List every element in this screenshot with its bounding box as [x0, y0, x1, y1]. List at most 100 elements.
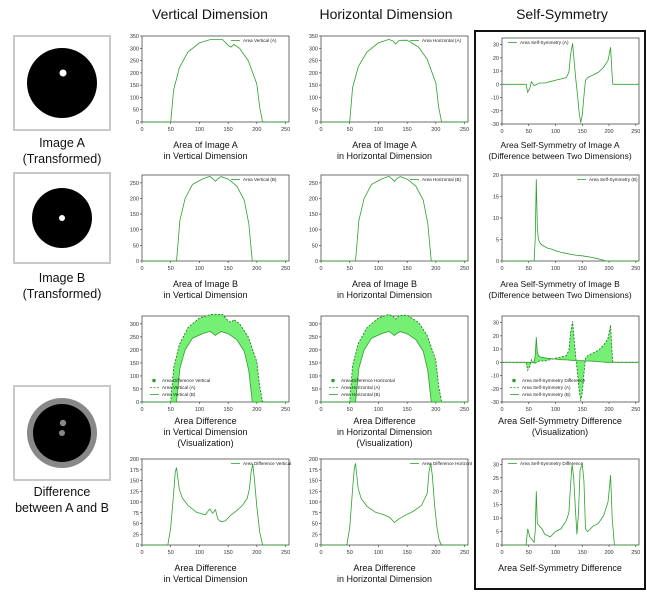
- y-tick-label: 10: [493, 216, 499, 222]
- column-header-horizontal: Horizontal Dimension: [319, 6, 453, 22]
- legend-label: Area Self-Symmetry (B): [589, 177, 638, 182]
- x-tick-label: 150: [224, 550, 233, 556]
- legend-marker: [512, 378, 516, 383]
- caption-r1h: Area of Image A in Horizontal Dimension: [297, 140, 472, 162]
- x-tick-label: 100: [374, 266, 383, 272]
- caption-line: Area of Image A: [352, 140, 417, 150]
- series-line: [321, 313, 468, 403]
- x-tick-label: 200: [431, 127, 440, 133]
- y-tick-label: 200: [130, 196, 139, 202]
- chart-self-symmetry-a: 0 50 100 150 200 250 -30 -20 -10 0 10 20 30 Area Self…: [491, 37, 640, 135]
- y-tick-label: 100: [309, 95, 318, 101]
- y-tick-label: -30: [491, 400, 499, 406]
- y-tick-label: 175: [309, 468, 318, 474]
- y-tick-label: 150: [309, 361, 318, 367]
- y-tick-label: 150: [130, 479, 139, 485]
- row-label-difference: Difference between A and B: [0, 484, 124, 516]
- plot-frame: [501, 174, 640, 262]
- chart-area-b-horizontal: 0 50 100 150 200 250 0 50 100 150 200 250 Area Horiz…: [309, 174, 469, 272]
- y-tick-label: 10: [493, 69, 499, 75]
- x-tick-label: 200: [431, 407, 440, 413]
- x-tick-label: 250: [460, 407, 469, 413]
- x-tick-label: 100: [195, 127, 204, 133]
- y-tick-label: 50: [312, 522, 318, 528]
- caption-r1s: Area Self-Symmetry of Image A (Differenc…: [476, 140, 644, 162]
- x-tick-label: 50: [168, 266, 174, 272]
- x-tick-label: 50: [526, 407, 532, 413]
- x-tick-label: 0: [140, 127, 143, 133]
- y-tick-label: 250: [130, 181, 139, 187]
- y-tick-label: 15: [493, 195, 499, 201]
- caption-line: Area Difference: [353, 563, 416, 573]
- caption-line: Area Self-Symmetry Difference: [498, 563, 622, 573]
- chart-area-difference-horizontal-visualization: 0 50 100 150 200 250 0 50 100 150 200 250 300 Area Di…: [309, 313, 469, 413]
- y-tick-label: 250: [309, 181, 318, 187]
- plot-frame: [501, 37, 640, 125]
- caption-line: in Horizontal Dimension: [336, 574, 433, 584]
- x-tick-label: 100: [551, 129, 560, 135]
- caption-r3s: Area Self-Symmetry Difference (Visualiza…: [476, 416, 644, 438]
- y-tick-label: 250: [309, 335, 318, 341]
- x-tick-label: 250: [460, 266, 469, 272]
- y-tick-label: 150: [130, 361, 139, 367]
- y-tick-label: 0: [315, 543, 318, 549]
- chart-area-difference-vertical: 0 50 100 150 200 250 0 25 50 75 100 125 150 175 200 Are…: [130, 457, 291, 556]
- chart-area-a-horizontal: 0 50 100 150 200 250 0 50 100 150 200 250 300 350 Area…: [309, 34, 469, 133]
- legend-label: Area Self-Symmetry (A): [522, 385, 571, 390]
- legend-label: Area Horizontal (A): [341, 385, 381, 390]
- x-tick-label: 50: [168, 127, 174, 133]
- x-tick-label: 150: [224, 407, 233, 413]
- x-tick-label: 250: [460, 127, 469, 133]
- y-tick-label: 20: [493, 334, 499, 340]
- caption-line: in Vertical Dimension: [163, 151, 248, 161]
- x-tick-label: 0: [319, 266, 322, 272]
- caption-r3h: Area Difference in Horizontal Dimension …: [297, 416, 472, 449]
- y-tick-label: 50: [312, 243, 318, 249]
- x-tick-label: 200: [252, 127, 261, 133]
- y-tick-label: 10: [493, 347, 499, 353]
- series-line: [502, 321, 639, 401]
- x-tick-label: 100: [374, 407, 383, 413]
- x-tick-label: 250: [281, 127, 290, 133]
- series-line: [502, 464, 639, 546]
- x-tick-label: 150: [578, 550, 587, 556]
- y-tick-label: 5: [496, 238, 499, 244]
- caption-r2v: Area of Image B in Vertical Dimension: [118, 279, 293, 301]
- y-tick-label: 175: [130, 468, 139, 474]
- series-line: [502, 179, 639, 262]
- x-tick-label: 200: [431, 550, 440, 556]
- x-tick-label: 0: [319, 550, 322, 556]
- caption-line: in Horizontal Dimension: [336, 151, 433, 161]
- legend-marker: [152, 378, 156, 383]
- row-label-line: Image A: [39, 136, 85, 150]
- x-tick-label: 150: [578, 129, 587, 135]
- x-tick-label: 200: [252, 266, 261, 272]
- series-line: [321, 330, 468, 403]
- plot-frame: [501, 458, 640, 546]
- x-tick-label: 200: [252, 550, 261, 556]
- row-label-line: Image B: [38, 271, 86, 285]
- x-tick-label: 0: [500, 266, 503, 272]
- caption-line: (Visualization): [531, 427, 589, 437]
- x-tick-label: 150: [224, 127, 233, 133]
- chart-area-a-vertical: 0 50 100 150 200 250 0 50 100 150 200 250 300 350 Area…: [130, 34, 290, 133]
- x-tick-label: 0: [140, 550, 143, 556]
- y-tick-label: 150: [309, 83, 318, 89]
- series-line: [142, 39, 289, 123]
- y-tick-label: 200: [309, 348, 318, 354]
- legend-label: Area Difference Horizontal: [422, 461, 472, 466]
- difference-picture: [27, 398, 97, 468]
- x-tick-label: 50: [347, 266, 353, 272]
- y-tick-label: 300: [130, 322, 139, 328]
- caption-line: Area of Image B: [351, 279, 418, 289]
- x-tick-label: 0: [500, 550, 503, 556]
- legend-label: Area Vertical (A): [162, 385, 196, 390]
- series-line: [321, 38, 468, 123]
- legend-label: Area Horizontal (B): [341, 392, 381, 397]
- y-tick-label: 100: [130, 228, 139, 234]
- caption-line: Area Difference: [174, 563, 237, 573]
- x-tick-label: 200: [604, 129, 613, 135]
- x-tick-label: 50: [347, 550, 353, 556]
- row-label-image-a: Image A (Transformed): [2, 135, 122, 167]
- x-tick-label: 150: [224, 266, 233, 272]
